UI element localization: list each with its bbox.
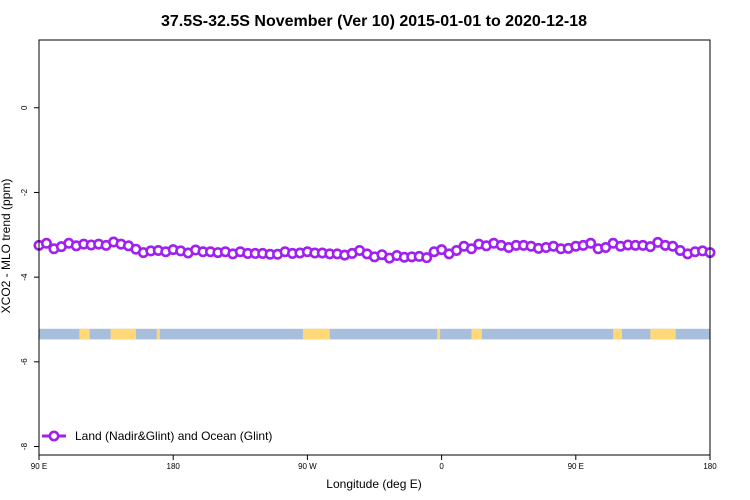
plot-frame bbox=[38, 39, 711, 456]
ocean-band bbox=[39, 328, 710, 340]
x-tick-label: 180 bbox=[167, 462, 181, 471]
series-layer bbox=[33, 236, 716, 264]
x-axis-label: Longitude (deg E) bbox=[326, 477, 421, 491]
data-point bbox=[40, 237, 52, 249]
legend: Land (Nadir&Glint) and Ocean (Glint) bbox=[42, 429, 272, 443]
x-tick-label: 90 E bbox=[568, 462, 584, 471]
legend-marker bbox=[48, 430, 60, 442]
chart-title: 37.5S-32.5S November (Ver 10) 2015-01-01… bbox=[161, 13, 587, 30]
y-axis-label: XCO2 - MLO trend (ppm) bbox=[0, 179, 13, 314]
y-tick-label: -2 bbox=[20, 188, 29, 196]
land-patch-7 bbox=[650, 328, 676, 340]
land-patch-3 bbox=[302, 328, 330, 340]
x-tick-label: 90 W bbox=[298, 462, 317, 471]
land-ocean-strip bbox=[39, 328, 710, 340]
y-tick-label: -4 bbox=[20, 273, 29, 281]
land-patch-2 bbox=[156, 328, 160, 340]
land-patch-4 bbox=[437, 328, 441, 340]
data-point bbox=[585, 237, 597, 249]
y-tick-label: 0 bbox=[20, 105, 29, 110]
land-patch-5 bbox=[471, 328, 482, 340]
land-patch-0 bbox=[79, 328, 90, 340]
x-tick-label: 90 E bbox=[31, 462, 47, 471]
y-tick-label: -6 bbox=[20, 358, 29, 366]
x-tick-label: 180 bbox=[703, 462, 717, 471]
y-tick-label: -8 bbox=[20, 442, 29, 450]
x-tick-label: 0 bbox=[439, 462, 444, 471]
land-patch-6 bbox=[613, 328, 623, 340]
data-point bbox=[465, 243, 477, 255]
legend-label: Land (Nadir&Glint) and Ocean (Glint) bbox=[75, 429, 272, 443]
land-patch-1 bbox=[110, 328, 136, 340]
data-point bbox=[421, 252, 433, 264]
axes-layer: 90 E 180 90 W 0 90 E 180 0 -2 -4 -6 -8 bbox=[20, 39, 717, 471]
